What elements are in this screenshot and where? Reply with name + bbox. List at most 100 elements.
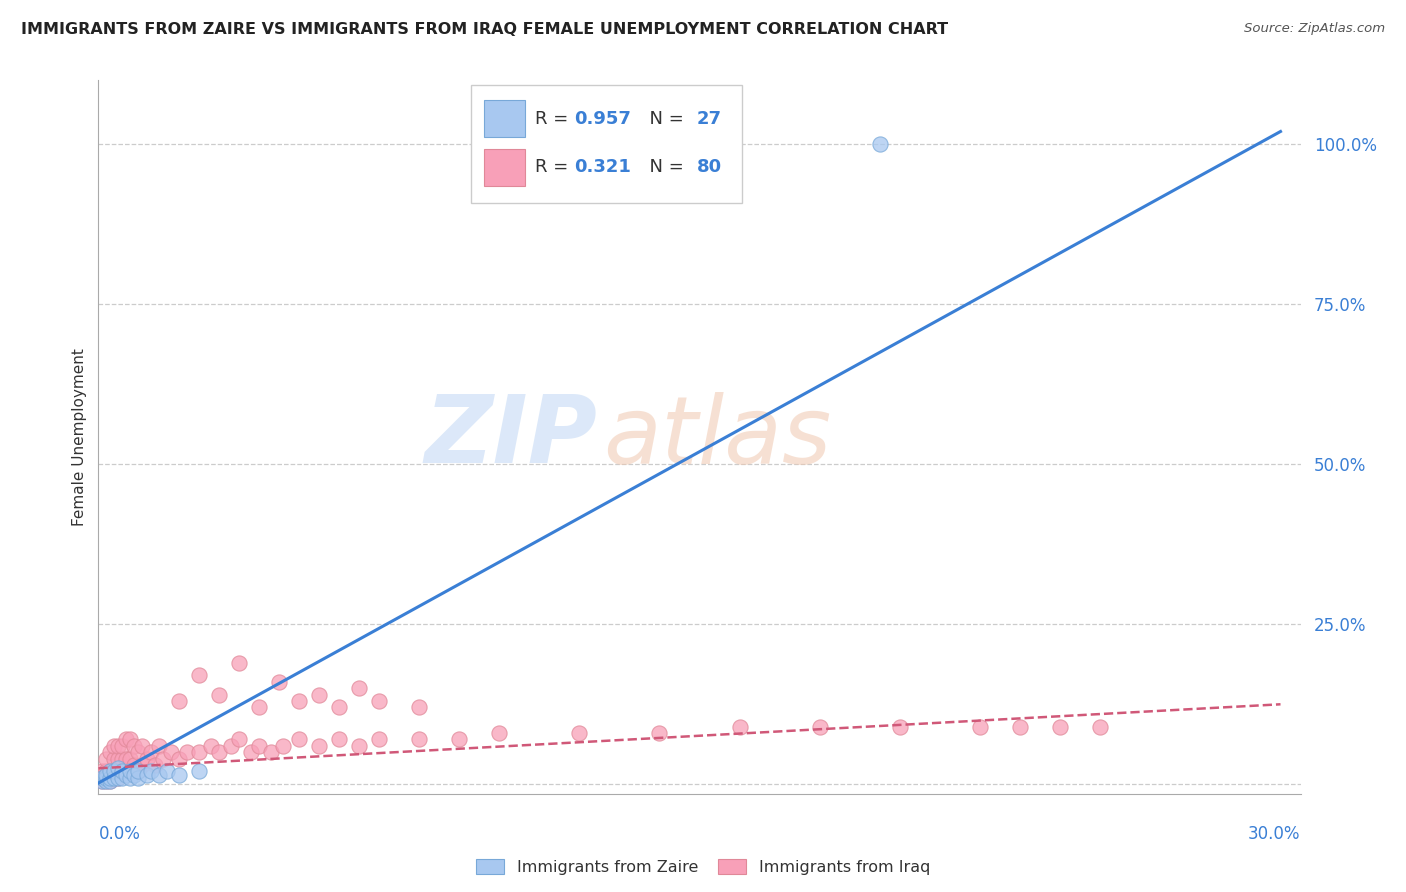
Point — [103, 764, 125, 779]
Point — [96, 764, 118, 779]
Point — [120, 752, 142, 766]
Point — [969, 720, 991, 734]
Point — [288, 694, 311, 708]
Point — [128, 771, 150, 785]
Point — [111, 764, 134, 779]
Point — [728, 720, 751, 734]
Point — [91, 774, 114, 789]
Text: N =: N = — [638, 159, 690, 177]
Point — [368, 694, 391, 708]
Point — [115, 732, 138, 747]
Point — [103, 764, 125, 779]
Text: Source: ZipAtlas.com: Source: ZipAtlas.com — [1244, 22, 1385, 36]
Point — [128, 764, 150, 779]
Point — [176, 745, 198, 759]
Point — [155, 764, 177, 779]
Point — [239, 745, 262, 759]
Point — [107, 761, 129, 775]
Point — [328, 700, 350, 714]
Point — [889, 720, 911, 734]
Text: N =: N = — [638, 110, 690, 128]
Point — [167, 694, 190, 708]
Point — [100, 774, 122, 789]
Point — [96, 752, 118, 766]
Point — [228, 656, 250, 670]
Point — [107, 752, 129, 766]
FancyBboxPatch shape — [484, 100, 526, 137]
Text: 27: 27 — [697, 110, 723, 128]
Point — [111, 739, 134, 753]
Point — [288, 732, 311, 747]
Point — [107, 771, 129, 785]
Point — [408, 732, 430, 747]
Text: 30.0%: 30.0% — [1249, 825, 1301, 843]
Point — [135, 767, 157, 781]
Text: 0.957: 0.957 — [575, 110, 631, 128]
Point — [208, 688, 231, 702]
Point — [408, 700, 430, 714]
Point — [111, 764, 134, 779]
Point — [167, 767, 190, 781]
Point — [107, 764, 129, 779]
Point — [260, 745, 283, 759]
Point — [91, 771, 114, 785]
Text: R =: R = — [534, 110, 574, 128]
Point — [131, 758, 153, 772]
Point — [103, 739, 125, 753]
Point — [124, 739, 146, 753]
Legend: Immigrants from Zaire, Immigrants from Iraq: Immigrants from Zaire, Immigrants from I… — [471, 854, 935, 880]
Point — [124, 758, 146, 772]
Point — [96, 771, 118, 785]
Point — [96, 767, 118, 781]
FancyBboxPatch shape — [471, 86, 741, 203]
Point — [107, 771, 129, 785]
Point — [139, 764, 162, 779]
Point — [96, 774, 118, 789]
Point — [91, 774, 114, 789]
Point — [120, 764, 142, 779]
Point — [115, 752, 138, 766]
Point — [148, 767, 170, 781]
Point — [247, 700, 270, 714]
Text: 0.0%: 0.0% — [98, 825, 141, 843]
Point — [447, 732, 470, 747]
Point — [219, 739, 242, 753]
Point — [271, 739, 294, 753]
Point — [128, 764, 150, 779]
Point — [100, 774, 122, 789]
Point — [228, 732, 250, 747]
Point — [100, 764, 122, 779]
Text: atlas: atlas — [603, 392, 831, 483]
Point — [200, 739, 222, 753]
Point — [91, 771, 114, 785]
Text: 0.321: 0.321 — [575, 159, 631, 177]
Point — [208, 745, 231, 759]
Text: R =: R = — [534, 159, 574, 177]
Point — [1049, 720, 1071, 734]
Point — [103, 771, 125, 785]
Point — [328, 732, 350, 747]
Point — [120, 732, 142, 747]
Point — [100, 771, 122, 785]
Point — [103, 771, 125, 785]
Text: 80: 80 — [697, 159, 723, 177]
Point — [120, 764, 142, 779]
Point — [568, 726, 591, 740]
Point — [308, 739, 330, 753]
Point — [648, 726, 671, 740]
Point — [159, 745, 181, 759]
Point — [131, 739, 153, 753]
Point — [869, 137, 891, 152]
Point — [1010, 720, 1032, 734]
Point — [247, 739, 270, 753]
Text: ZIP: ZIP — [425, 391, 598, 483]
Point — [347, 681, 370, 696]
Point — [120, 771, 142, 785]
Point — [100, 771, 122, 785]
FancyBboxPatch shape — [484, 149, 526, 186]
Point — [368, 732, 391, 747]
Point — [103, 752, 125, 766]
Point — [135, 752, 157, 766]
Point — [347, 739, 370, 753]
Point — [128, 745, 150, 759]
